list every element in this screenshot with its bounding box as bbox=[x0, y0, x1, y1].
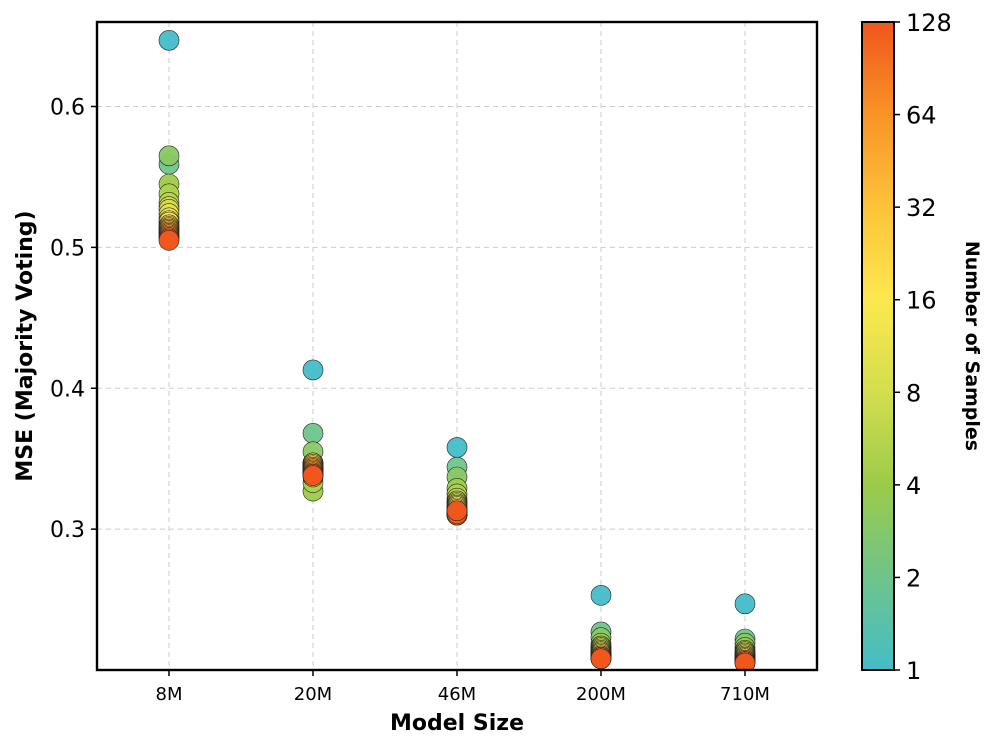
data-point bbox=[734, 593, 756, 615]
data-point bbox=[158, 145, 180, 167]
data-point bbox=[446, 500, 468, 522]
colorbar-tick-label: 1 bbox=[906, 657, 921, 685]
y-tick-label: 0.5 bbox=[50, 236, 85, 261]
data-points bbox=[158, 30, 756, 670]
data-point bbox=[302, 423, 324, 444]
data-point bbox=[590, 585, 612, 606]
data-point bbox=[158, 230, 180, 251]
grid-lines bbox=[97, 22, 817, 670]
x-tick-label: 20M bbox=[294, 684, 332, 705]
x-axis-label: Model Size bbox=[390, 711, 524, 736]
y-tick-label: 0.3 bbox=[50, 518, 85, 543]
y-tick-label: 0.6 bbox=[50, 96, 85, 121]
x-tick-label: 200M bbox=[576, 684, 626, 705]
data-point bbox=[590, 648, 612, 670]
colorbar-ticks: 1 2 4 8 16 32 64 128 bbox=[894, 9, 952, 685]
colorbar-tick-label: 64 bbox=[906, 102, 937, 130]
data-point bbox=[446, 437, 468, 458]
colorbar-label: Number of Samples bbox=[961, 241, 983, 451]
data-point bbox=[302, 359, 324, 381]
colorbar-tick-label: 16 bbox=[906, 287, 937, 315]
colorbar-tick-label: 2 bbox=[906, 564, 921, 592]
colorbar-tick-label: 8 bbox=[906, 379, 921, 407]
y-axis-ticks: 0.3 0.4 0.5 0.6 bbox=[50, 96, 97, 543]
y-tick-label: 0.4 bbox=[50, 377, 85, 402]
colorbar bbox=[861, 21, 895, 671]
colorbar-tick-label: 4 bbox=[906, 472, 921, 500]
data-point bbox=[302, 465, 324, 486]
y-axis-label: MSE (Majority Voting) bbox=[13, 210, 38, 481]
x-tick-label: 8M bbox=[156, 684, 183, 705]
colorbar-tick-label: 32 bbox=[906, 194, 937, 222]
x-tick-label: 46M bbox=[438, 684, 476, 705]
colorbar-tick-label: 128 bbox=[906, 9, 952, 37]
x-tick-label: 710M bbox=[720, 684, 770, 705]
x-axis-ticks: 8M 20M 46M 200M 710M bbox=[156, 670, 770, 705]
data-point bbox=[734, 652, 756, 670]
data-point bbox=[158, 30, 180, 51]
